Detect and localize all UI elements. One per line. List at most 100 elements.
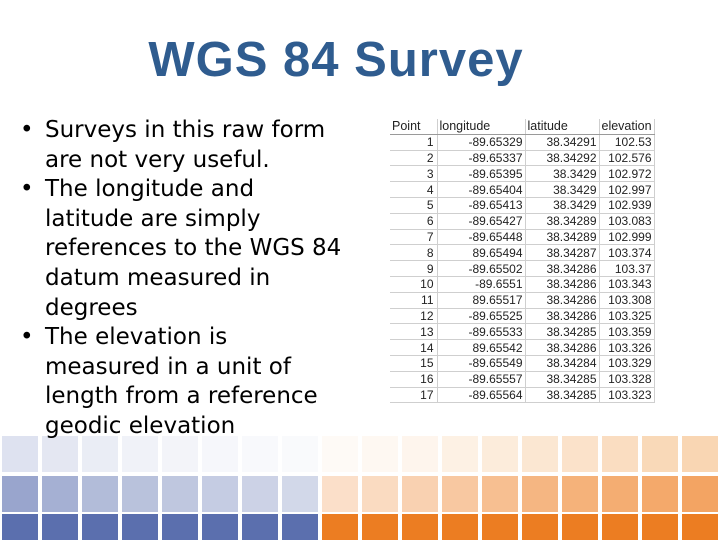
bullet-text: The elevation is measured in a unit of l… (45, 324, 318, 439)
cell-longitude: -89.65329 (437, 134, 526, 151)
mosaic-tile (162, 436, 198, 472)
cell-latitude: 38.34289 (525, 229, 600, 246)
table-row: 3 -89.65395 38.3429 102.972 (390, 165, 655, 183)
bullet-dot-icon: • (20, 176, 34, 203)
cell-longitude: 89.65542 (437, 339, 526, 356)
table-row: 5 -89.65413 38.3429 102.939 (390, 197, 655, 214)
cell-elevation: 102.997 (599, 181, 655, 198)
table-row: 12 -89.65525 38.34286 103.325 (390, 308, 655, 325)
cell-point: 3 (390, 165, 438, 183)
mosaic-tile (602, 514, 638, 540)
cell-latitude: 38.34287 (525, 244, 600, 262)
header-elevation: elevation (599, 119, 655, 135)
header-longitude: longitude (437, 119, 526, 135)
mosaic-tile (2, 476, 38, 512)
table-row: 2 -89.65337 38.34292 102.576 (390, 150, 655, 167)
cell-elevation: 102.999 (599, 229, 655, 246)
mosaic-tile (362, 514, 398, 540)
cell-latitude: 38.34292 (525, 150, 600, 167)
cell-longitude: -89.65502 (437, 260, 526, 277)
bullet-text: The longitude and latitude are simply re… (45, 176, 342, 321)
mosaic-tile (322, 476, 358, 512)
cell-latitude: 38.34286 (525, 260, 600, 277)
table-row: 14 89.65542 38.34286 103.326 (390, 339, 655, 356)
cell-elevation: 102.53 (599, 134, 655, 151)
cell-point: 6 (390, 213, 438, 230)
mosaic-tile (442, 436, 478, 472)
cell-longitude: -89.65427 (437, 213, 526, 230)
cell-point: 17 (390, 387, 438, 404)
mosaic-tile (642, 476, 678, 512)
cell-latitude: 38.3429 (525, 165, 600, 183)
mosaic-tile (202, 476, 238, 512)
cell-elevation: 103.308 (599, 292, 655, 309)
header-latitude: latitude (525, 119, 600, 135)
cell-latitude: 38.34291 (525, 134, 600, 151)
cell-point: 11 (390, 292, 438, 309)
table-row: 17 -89.65564 38.34285 103.323 (390, 387, 655, 404)
cell-elevation: 103.328 (599, 371, 655, 388)
cell-longitude: -89.65337 (437, 150, 526, 167)
mosaic-tile (242, 436, 278, 472)
cell-elevation: 103.329 (599, 355, 655, 372)
mosaic-tile (122, 476, 158, 512)
mosaic-tile (482, 476, 518, 512)
table-row: 11 89.65517 38.34286 103.308 (390, 292, 655, 309)
cell-elevation: 103.359 (599, 323, 655, 341)
mosaic-tile (402, 436, 438, 472)
mosaic-tile (442, 476, 478, 512)
cell-latitude: 38.34286 (525, 276, 600, 293)
mosaic-tile (482, 514, 518, 540)
cell-longitude: -89.65413 (437, 197, 526, 214)
table-row: 15 -89.65549 38.34284 103.329 (390, 355, 655, 372)
mosaic-tile (42, 436, 78, 472)
mosaic-tile (202, 514, 238, 540)
mosaic-tile (82, 514, 118, 540)
mosaic-tile (642, 514, 678, 540)
mosaic-tile (362, 476, 398, 512)
mosaic-tile (82, 476, 118, 512)
table-header-row: Point longitude latitude elevation (390, 119, 655, 135)
cell-longitude: -89.65557 (437, 371, 526, 388)
bullet-list: • Surveys in this raw form are not very u… (18, 116, 348, 442)
cell-longitude: 89.65517 (437, 292, 526, 309)
cell-point: 10 (390, 276, 438, 293)
cell-point: 7 (390, 229, 438, 246)
mosaic-tile (362, 436, 398, 472)
bullet-dot-icon: • (20, 117, 34, 143)
bullet-text: Surveys in this raw form are not very us… (45, 117, 326, 173)
cell-point: 9 (390, 260, 438, 277)
cell-elevation: 103.326 (599, 339, 655, 356)
cell-point: 1 (390, 134, 438, 151)
cell-elevation: 103.083 (599, 213, 655, 230)
cell-latitude: 38.34285 (525, 371, 600, 388)
bullet-item: • The longitude and latitude are simply r… (18, 175, 348, 323)
cell-point: 4 (390, 181, 438, 198)
mosaic-tile (2, 436, 38, 472)
cell-longitude: -89.65525 (437, 308, 526, 325)
cell-latitude: 38.34285 (525, 387, 600, 404)
mosaic-tile (562, 476, 598, 512)
table-row: 9 -89.65502 38.34286 103.37 (390, 260, 655, 277)
mosaic-tile (562, 514, 598, 540)
table-row: 8 89.65494 38.34287 103.374 (390, 244, 655, 262)
mosaic-tile (482, 436, 518, 472)
cell-elevation: 102.576 (599, 150, 655, 167)
cell-longitude: -89.65404 (437, 181, 526, 198)
mosaic-tile (282, 514, 318, 540)
cell-longitude: -89.65533 (437, 323, 526, 341)
table-row: 4 -89.65404 38.3429 102.997 (390, 181, 655, 198)
mosaic-tile (522, 436, 558, 472)
mosaic-tile (682, 514, 718, 540)
cell-point: 15 (390, 355, 438, 372)
mosaic-tile (42, 476, 78, 512)
cell-longitude: -89.65448 (437, 229, 526, 246)
mosaic-tile (82, 436, 118, 472)
mosaic-tile (602, 436, 638, 472)
cell-point: 12 (390, 308, 438, 325)
table-row: 1 -89.65329 38.34291 102.53 (390, 134, 655, 151)
cell-point: 16 (390, 371, 438, 388)
mosaic-tile (42, 514, 78, 540)
cell-point: 5 (390, 197, 438, 214)
cell-latitude: 38.3429 (525, 181, 600, 198)
